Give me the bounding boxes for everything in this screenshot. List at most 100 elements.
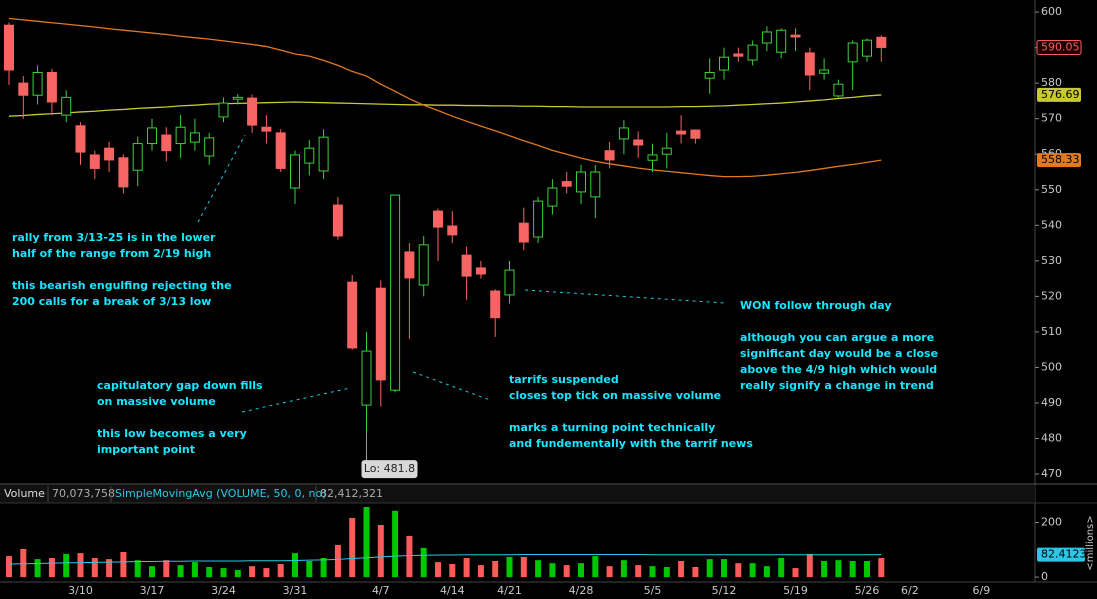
x-tick-label: 6/2	[901, 584, 919, 597]
volume-bar	[77, 553, 84, 578]
value-tag	[1037, 547, 1085, 562]
volume-average	[8, 553, 882, 565]
candle-body	[604, 150, 615, 161]
annotation: important point	[97, 443, 195, 456]
candle-body	[204, 137, 215, 157]
candle-body	[576, 171, 586, 193]
candle-body	[661, 147, 672, 155]
value-tag-label: 82.4123	[1041, 548, 1087, 561]
candle-body	[218, 102, 229, 118]
candle-body	[719, 56, 729, 71]
x-tick-label: 4/14	[440, 584, 465, 597]
connector	[524, 289, 726, 304]
volume-bar	[377, 525, 384, 578]
volume-bar	[749, 563, 756, 578]
candle-body	[647, 154, 658, 161]
volume-bar	[778, 558, 785, 578]
candle-body	[390, 194, 401, 391]
price-tag-label: 558.33	[1041, 153, 1080, 166]
candle-body	[776, 29, 787, 53]
candle-body	[247, 97, 258, 126]
candle-body	[404, 251, 415, 279]
volume-bar	[306, 561, 313, 578]
volume-bar	[320, 558, 327, 578]
x-tick-label: 5/19	[783, 584, 808, 597]
y-tick-label: 550	[1041, 183, 1062, 196]
candle-body	[275, 132, 286, 169]
volume-bar	[392, 510, 399, 578]
annotation: although you can argue a more	[740, 331, 934, 344]
candle-body	[733, 53, 744, 57]
annotation: and fundementally with the tarrif news	[509, 437, 753, 450]
x-tick-label: 3/10	[68, 584, 93, 597]
volume-bar	[263, 568, 270, 578]
volume-bar	[806, 553, 813, 578]
x-tick-label: 4/7	[372, 584, 390, 597]
annotation: capitulatory gap down fills	[97, 379, 263, 392]
annotation: half of the range from 2/19 high	[12, 247, 211, 260]
x-tick-label: 5/12	[712, 584, 737, 597]
annotation: this bearish engulfing rejecting the	[12, 279, 232, 292]
candle-body	[46, 71, 57, 103]
x-tick-label: 5/26	[855, 584, 880, 597]
candle-body	[189, 132, 200, 143]
study-name: SimpleMovingAvg (VOLUME, 50, 0, no)	[115, 487, 327, 500]
x-tick-label: 4/28	[569, 584, 594, 597]
moving-average	[8, 17, 882, 178]
volume-bar	[706, 559, 713, 578]
volume-bar	[91, 558, 98, 578]
price-tag-label: 576.69	[1041, 88, 1080, 101]
volume-bar	[492, 561, 499, 578]
y-tick-label: 520	[1041, 289, 1062, 302]
price-tag-label: 590.05	[1041, 40, 1080, 53]
annotation: really signify a change in trend	[740, 379, 934, 392]
volume-bar	[477, 565, 484, 578]
candle-body	[75, 125, 86, 153]
volume-bar	[463, 558, 470, 578]
candle-body	[518, 222, 529, 243]
x-tick-label: 3/24	[211, 584, 236, 597]
annotation: 200 calls for a break of 3/13 low	[12, 295, 211, 308]
volume-bar	[506, 556, 513, 578]
candle-body	[347, 281, 358, 349]
candle-body	[132, 143, 143, 171]
y-tick-label: 500	[1041, 360, 1062, 373]
y-tick-label: 530	[1041, 254, 1062, 267]
volume-bar	[578, 563, 584, 578]
price-tag	[1037, 87, 1081, 102]
volume-bar	[563, 565, 570, 578]
volume-bar	[149, 566, 155, 578]
candle-body	[161, 134, 172, 152]
candle-body	[676, 130, 687, 135]
volume-bar	[334, 544, 341, 578]
volume-bar	[692, 567, 699, 578]
annotation: tarrifs suspended	[509, 373, 619, 386]
volume-bar	[363, 507, 370, 578]
candle-body	[690, 129, 701, 139]
candle-body	[761, 31, 772, 44]
volume-bar	[20, 549, 27, 578]
candle-body	[504, 269, 515, 296]
study-value: 82,412,321	[320, 487, 383, 500]
volume-title: Volume	[4, 487, 45, 500]
candle-body	[61, 96, 72, 116]
volume-bar	[620, 560, 627, 578]
volume-bar	[649, 566, 656, 578]
volume-bar	[592, 556, 599, 578]
candle-body	[433, 210, 443, 228]
candle-body	[290, 154, 300, 189]
volume-bar	[420, 547, 427, 578]
volume-bar	[277, 564, 284, 578]
volume-bar	[606, 566, 613, 578]
candle-body	[847, 42, 858, 63]
candle-body	[633, 139, 644, 146]
candle-body	[375, 287, 386, 381]
candle-body	[747, 44, 758, 61]
candle-body	[804, 52, 815, 76]
candle-body	[876, 36, 887, 48]
candle-body	[819, 69, 830, 74]
volume-bar	[406, 535, 413, 578]
candle-body	[118, 157, 129, 188]
volume-bar	[48, 558, 55, 578]
